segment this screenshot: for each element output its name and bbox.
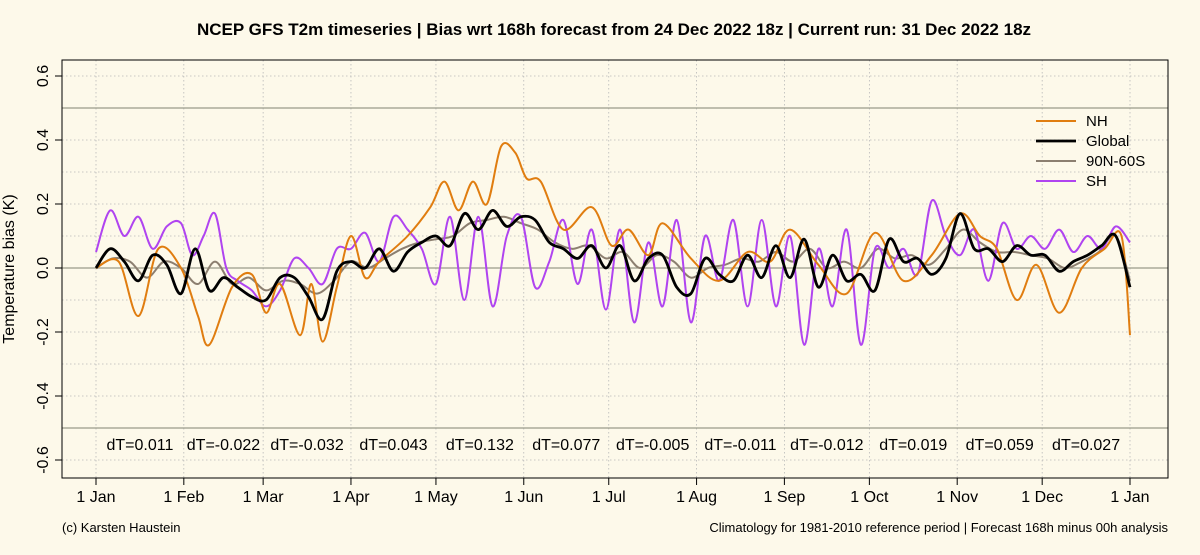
grid [62,60,1168,478]
dT-label: dT=-0.012 [790,437,863,454]
x-tick-label: 1 Feb [163,489,204,506]
legend-label: NH [1086,113,1108,130]
legend-label: 90N-60S [1086,153,1145,170]
x-tick-label: 1 Oct [850,489,889,506]
footer-credit: (c) Karsten Haustein [62,520,181,535]
series-lines [94,142,1132,347]
legend-label: SH [1086,173,1107,190]
x-tick-label: 1 Jan [1110,489,1149,506]
x-tick-label: 1 Dec [1021,489,1063,506]
y-tick-label: 0.0 [35,257,52,279]
y-tick-label: -0.2 [35,318,52,346]
dT-label: dT=-0.005 [616,437,689,454]
dT-label: dT=0.077 [532,437,600,454]
y-tick-label: -0.4 [35,382,52,410]
y-tick-label: 0.6 [35,65,52,87]
x-tick-label: 1 Aug [676,489,717,506]
dT-label: dT=-0.011 [704,437,776,454]
dT-label: dT=0.011 [106,437,173,454]
dT-label: dT=0.059 [966,437,1034,454]
x-tick-label: 1 Mar [243,489,285,506]
dT-label: dT=-0.032 [270,437,343,454]
dT-label: dT=0.019 [879,437,947,454]
dT-label: dT=0.043 [359,437,427,454]
x-tick-label: 1 Jul [592,489,626,506]
y-axis-label: Temperature bias (K) [1,194,18,343]
x-tick-label: 1 May [414,489,458,506]
legend-label: Global [1086,133,1129,150]
x-tick-label: 1 Nov [936,489,978,506]
series-line-sh [95,199,1131,346]
axes: 1 Jan 1 Feb 1 Mar 1 Apr 1 May 1 Jun 1 Jul 1 Aug… [35,65,1150,506]
x-tick-label: 1 Jan [76,489,115,506]
y-tick-label: 0.2 [35,193,52,215]
dT-label: dT=0.027 [1052,437,1120,454]
monthly-dT-labels: dT=0.011 dT=-0.022 dT=-0.032 dT=0.043 dT=0.1… [106,437,1120,454]
footer-note: Climatology for 1981-2010 reference peri… [709,520,1168,535]
x-tick-label: 1 Sep [763,489,805,506]
series-line-nh [95,142,1131,347]
dT-label: dT=0.132 [446,437,514,454]
x-tick-label: 1 Apr [332,489,370,506]
dT-label: dT=-0.022 [187,437,260,454]
plot-frame [61,59,1169,479]
y-tick-label: 0.4 [35,129,52,151]
x-tick-label: 1 Jun [504,489,543,506]
legend: NH Global 90N-60S SH [1036,113,1145,190]
series-line-global [94,209,1132,322]
y-tick-label: -0.6 [35,446,52,474]
chart-title: NCEP GFS T2m timeseries | Bias wrt 168h … [197,20,1031,39]
